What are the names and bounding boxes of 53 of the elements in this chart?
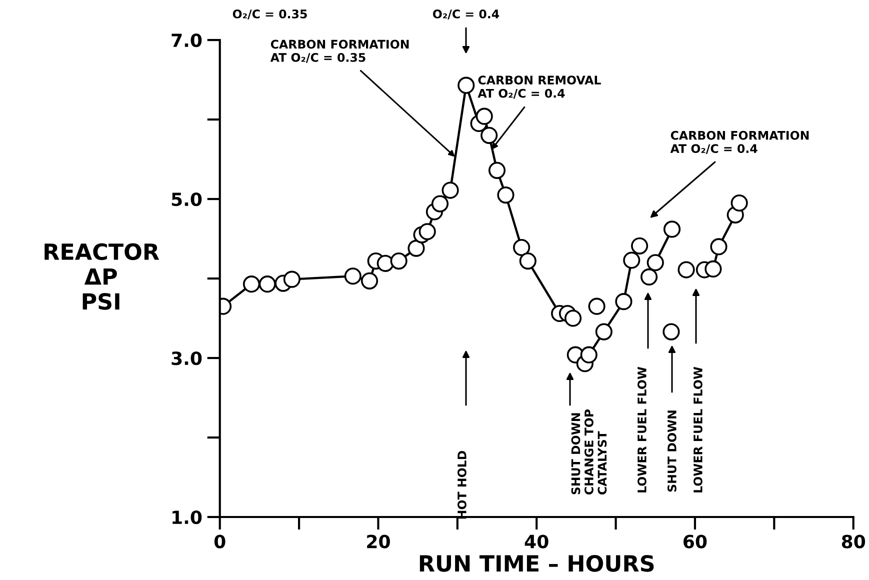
point	[442, 182, 459, 199]
point	[390, 252, 408, 270]
point	[662, 323, 680, 340]
point	[646, 254, 664, 272]
point	[360, 272, 378, 290]
y-tick-label: 1.0	[172, 510, 202, 524]
annotation: LOWER FUEL FLOW	[637, 366, 646, 492]
point	[283, 270, 300, 288]
point	[595, 323, 612, 340]
x-tick-label: 20	[367, 534, 390, 548]
y-tick-label: 7.0	[172, 33, 202, 48]
point	[640, 268, 658, 286]
point	[458, 76, 475, 94]
point	[519, 252, 536, 270]
y-axis-title: REACTOR ΔP PSI	[44, 243, 160, 310]
point	[588, 298, 606, 315]
annotation: CARBON FORMATION AT O₂/C = 0.35	[270, 40, 409, 63]
annotation: LOWER FUEL FLOW	[693, 366, 702, 492]
point	[480, 126, 498, 144]
point	[431, 195, 449, 212]
x-tick-label: 60	[684, 534, 707, 548]
annotation: SHUT DOWN	[667, 410, 676, 492]
y-tick-label: 3.0	[172, 351, 202, 366]
x-tick-label: 80	[842, 534, 866, 548]
y-tick-label: 5.0	[172, 192, 202, 206]
x-tick-label: 40	[524, 534, 548, 548]
point	[663, 220, 681, 238]
point	[710, 238, 728, 256]
point	[580, 346, 598, 364]
point	[564, 310, 582, 327]
point	[513, 238, 530, 256]
text: O₂/C = 0.35	[232, 9, 307, 20]
point	[242, 276, 260, 293]
point	[615, 293, 632, 310]
point	[678, 261, 695, 278]
point	[376, 254, 394, 272]
point	[344, 268, 362, 285]
point	[623, 252, 640, 269]
point	[730, 194, 748, 212]
point	[631, 237, 648, 254]
text: O₂/C = 0.4	[432, 9, 500, 20]
annotation: SHUT DOWN CHANGE TOP CATALYST	[571, 409, 607, 494]
point	[258, 276, 276, 293]
point	[476, 108, 493, 125]
annotation: CARBON REMOVAL AT O₂/C = 0.4	[478, 76, 601, 99]
x-axis-title: RUN TIME – HOURS	[420, 555, 654, 572]
annotation: CARBON FORMATION AT O₂/C = 0.4	[670, 130, 809, 154]
point	[488, 162, 506, 179]
point	[408, 240, 425, 257]
point	[418, 223, 436, 240]
x-tick-label: 0	[214, 534, 226, 548]
point	[704, 260, 722, 278]
point	[497, 186, 514, 204]
